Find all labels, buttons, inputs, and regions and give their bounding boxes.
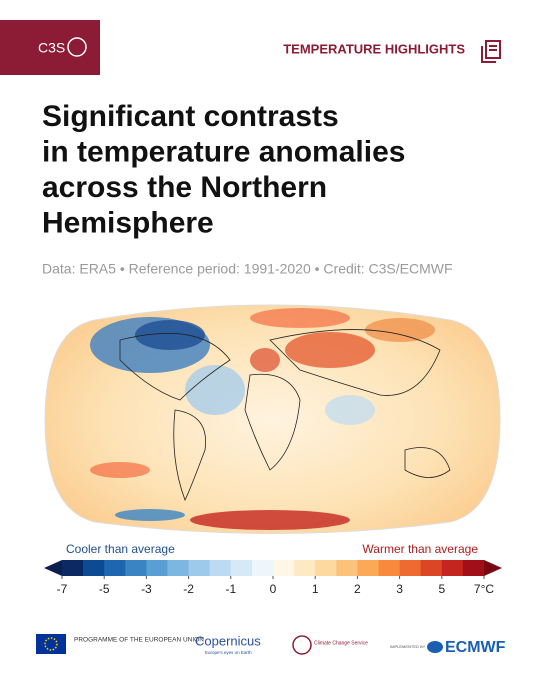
copernicus: Copernicus xyxy=(195,633,261,648)
colorbar-tick-label: -5 xyxy=(99,582,110,596)
title-line: Hemisphere xyxy=(42,206,214,239)
colorbar-tick-label: 0 xyxy=(270,582,277,596)
map-outline xyxy=(44,304,501,534)
colorbar-swatch xyxy=(167,560,189,576)
colorbar-swatch xyxy=(294,560,316,576)
section-label: TEMPERATURE HIGHLIGHTS xyxy=(283,41,465,56)
colorbar-tick-label: 1 xyxy=(312,582,319,596)
colorbar-tick-label: -1 xyxy=(225,582,236,596)
warm-label: Warmer than average xyxy=(362,542,478,556)
colorbar-swatch xyxy=(357,560,379,576)
brand-box xyxy=(0,20,100,75)
colorbar-swatch xyxy=(420,560,443,576)
copernicus-tag: Europe's eyes on Earth xyxy=(205,650,252,655)
colorbar-swatch xyxy=(125,560,147,576)
colorbar-tick-label: 5 xyxy=(438,582,445,596)
implemented-by: IMPLEMENTED BY xyxy=(390,644,426,649)
subtitle: Data: ERA5 • Reference period: 1991-2020… xyxy=(42,261,453,277)
colorbar-swatch xyxy=(209,560,232,576)
colorbar-swatch xyxy=(441,560,464,576)
colorbar-tick-label: 3 xyxy=(396,582,403,596)
eu-text: PROGRAMME OF THE EUROPEAN UNION xyxy=(74,637,204,644)
title-line: across the Northern xyxy=(42,171,327,204)
colorbar-swatch xyxy=(399,560,421,576)
eu-logo xyxy=(36,634,66,654)
ecmwf-icon xyxy=(427,641,443,653)
colorbar-swatch xyxy=(230,560,253,576)
colorbar-swatch xyxy=(62,560,84,576)
colorbar-swatch xyxy=(104,560,126,576)
title-line: in temperature anomalies xyxy=(42,135,405,168)
colorbar-arrow-left xyxy=(44,560,62,576)
colorbar-swatch xyxy=(315,560,337,576)
brand-icon xyxy=(67,37,87,57)
colorbar-swatch xyxy=(462,560,485,576)
colorbar-tick-label: 7°C xyxy=(474,582,494,596)
colorbar-tick-label: -2 xyxy=(183,582,194,596)
cool-label: Cooler than average xyxy=(66,542,175,556)
map xyxy=(45,305,500,534)
colorbar-swatch xyxy=(336,560,358,576)
colorbar-swatch xyxy=(251,560,274,576)
section-icon xyxy=(481,40,501,63)
colorbar: -7 -5 -3 -2 -1 0 1 2 3 5 7°C xyxy=(44,560,502,596)
title-line: Significant contrasts xyxy=(42,100,339,133)
colorbar-swatch xyxy=(188,560,210,576)
colorbar-tick-label: 2 xyxy=(354,582,361,596)
ecmwf: ECMWF xyxy=(445,639,506,656)
colorbar-swatch xyxy=(83,560,105,576)
colorbar-tick-label: -7 xyxy=(57,582,68,596)
colorbar-arrow-right xyxy=(484,560,502,576)
c3s-icon xyxy=(292,635,312,655)
colorbar-swatch xyxy=(378,560,400,576)
colorbar-tick-label: -3 xyxy=(141,582,152,596)
colorbar-swatch xyxy=(273,560,295,576)
colorbar-swatch xyxy=(146,560,168,576)
brand: C3S xyxy=(38,40,65,56)
c3s-text: Climate Change Service xyxy=(314,640,368,646)
